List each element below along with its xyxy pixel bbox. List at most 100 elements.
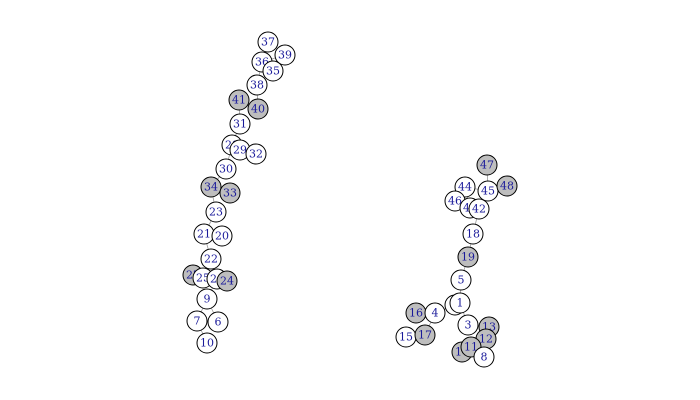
node-circle — [247, 98, 269, 120]
node-label: 45 — [481, 185, 495, 198]
graph-node-40: 40 — [247, 98, 269, 120]
node-circle — [246, 74, 268, 96]
node-label: 31 — [233, 118, 247, 131]
node-circle — [450, 269, 472, 291]
node-circle — [186, 310, 208, 332]
node-label: 40 — [251, 103, 265, 116]
node-label: 12 — [479, 333, 493, 346]
graph-node-19: 19 — [457, 246, 479, 268]
node-label: 46 — [448, 195, 462, 208]
node-label: 1 — [457, 297, 464, 310]
node-label: 21 — [197, 228, 211, 241]
node-circle — [473, 346, 495, 368]
node-circle — [274, 44, 296, 66]
node-label: 47 — [480, 159, 494, 172]
node-label: 44 — [458, 181, 472, 194]
node-label: 25 — [196, 272, 210, 285]
node-label: 30 — [219, 163, 233, 176]
graph-node-42: 42 — [468, 198, 490, 220]
graph-node-10: 10 — [196, 332, 218, 354]
graph-node-45: 45 — [477, 180, 499, 202]
node-label: 38 — [250, 79, 264, 92]
node-circle — [200, 176, 222, 198]
node-circle — [219, 182, 241, 204]
node-label: 24 — [220, 275, 234, 288]
node-circle — [229, 113, 251, 135]
node-label: 22 — [204, 253, 218, 266]
node-label: 20 — [215, 230, 229, 243]
graph-node-32: 32 — [245, 143, 267, 165]
node-circle — [496, 175, 518, 197]
node-label: 11 — [464, 341, 478, 354]
node-label: 3 — [465, 319, 472, 332]
node-circle — [414, 324, 436, 346]
graph-node-34: 34 — [200, 176, 222, 198]
node-circle — [215, 158, 237, 180]
graph-node-29: 29 — [229, 139, 251, 161]
node-label: 33 — [223, 187, 237, 200]
graph-node-16: 16 — [405, 302, 427, 324]
node-label: 42 — [472, 203, 486, 216]
node-circle — [457, 246, 479, 268]
node-label: 41 — [232, 94, 246, 107]
node-label: 29 — [233, 144, 247, 157]
node-circle — [205, 201, 227, 223]
node-label: 34 — [204, 181, 218, 194]
node-label: 16 — [409, 307, 423, 320]
node-circle — [200, 248, 222, 270]
node-label: 9 — [204, 293, 211, 306]
graph-node-47: 47 — [476, 154, 498, 176]
node-circle — [245, 143, 267, 165]
graph-nodes: 3739363538414031282932303433232120222725… — [182, 31, 518, 368]
graph-node-33: 33 — [219, 182, 241, 204]
graph-node-23: 23 — [205, 201, 227, 223]
graph-node-4: 4 — [424, 302, 446, 324]
graph-node-24: 24 — [216, 270, 238, 292]
node-label: 32 — [249, 148, 263, 161]
graph-node-48: 48 — [496, 175, 518, 197]
node-circle — [216, 270, 238, 292]
node-label: 5 — [458, 274, 465, 287]
node-circle — [262, 60, 284, 82]
graph-node-44: 44 — [454, 176, 476, 198]
node-label: 23 — [209, 206, 223, 219]
node-label: 10 — [200, 337, 214, 350]
node-circle — [468, 198, 490, 220]
node-label: 48 — [500, 180, 514, 193]
node-circle — [476, 154, 498, 176]
graph-node-15: 15 — [395, 326, 417, 348]
node-circle — [424, 302, 446, 324]
graph-node-41: 41 — [228, 89, 250, 111]
graph-node-35: 35 — [262, 60, 284, 82]
node-circle — [196, 332, 218, 354]
node-label: 37 — [261, 36, 275, 49]
graph-node-39: 39 — [274, 44, 296, 66]
node-circle — [457, 314, 479, 336]
graph-node-38: 38 — [246, 74, 268, 96]
node-circle — [211, 225, 233, 247]
node-label: 19 — [461, 251, 475, 264]
node-label: 4 — [432, 307, 439, 320]
graph-node-17: 17 — [414, 324, 436, 346]
graph-node-5: 5 — [450, 269, 472, 291]
node-label: 35 — [266, 65, 280, 78]
node-circle — [228, 89, 250, 111]
node-label: 8 — [481, 351, 488, 364]
node-label: 17 — [418, 329, 432, 342]
graph-node-9: 9 — [196, 288, 218, 310]
graph-node-3: 3 — [457, 314, 479, 336]
graph-node-21: 21 — [193, 223, 215, 245]
graph-node-1: 1 — [449, 292, 471, 314]
graph-node-31: 31 — [229, 113, 251, 135]
node-circle — [462, 223, 484, 245]
node-circle — [207, 311, 229, 333]
node-label: 7 — [194, 315, 201, 328]
node-circle — [257, 31, 279, 53]
node-circle — [196, 288, 218, 310]
graph-node-18: 18 — [462, 223, 484, 245]
graph-node-20: 20 — [211, 225, 233, 247]
graph-node-22: 22 — [200, 248, 222, 270]
node-circle — [449, 292, 471, 314]
graph-node-37: 37 — [257, 31, 279, 53]
